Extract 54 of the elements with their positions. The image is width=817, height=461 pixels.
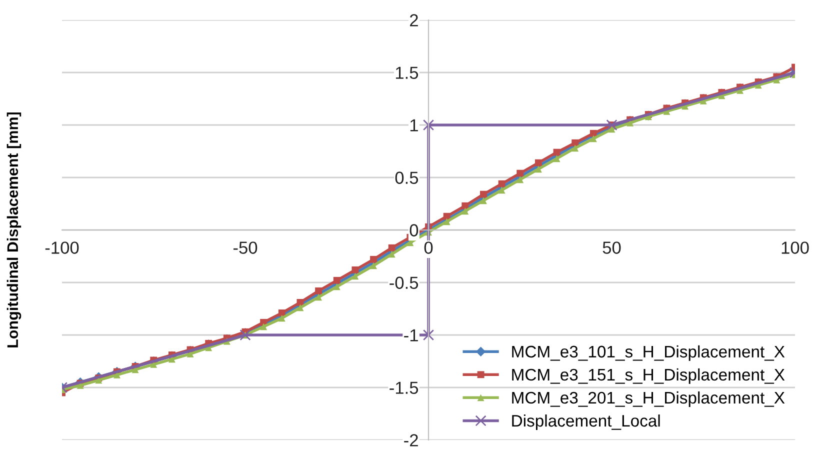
x-tick-label: -50 — [233, 242, 258, 254]
point — [534, 159, 542, 166]
point — [553, 155, 560, 162]
point — [388, 250, 396, 258]
point — [534, 166, 542, 173]
point — [572, 144, 579, 152]
point — [352, 272, 359, 280]
point — [260, 323, 268, 330]
y-tick-label: -1.5 — [390, 382, 418, 394]
point — [590, 130, 597, 137]
y-tick-label: -2 — [404, 434, 418, 446]
point — [240, 329, 251, 341]
y-tick-label: 0 — [410, 224, 418, 236]
legend-label: MCM_e3_201_s_H_Displacement_X — [512, 391, 785, 407]
point — [370, 262, 377, 270]
point — [315, 287, 322, 294]
point — [590, 135, 597, 142]
y-tick-label: 1 — [410, 119, 418, 132]
y-tick-label: 0.5 — [395, 172, 418, 184]
y-tick-label: 1.5 — [396, 66, 418, 79]
point — [498, 186, 506, 194]
x-tick-label: 0 — [424, 242, 433, 254]
point — [422, 119, 434, 131]
point — [572, 139, 579, 146]
point — [388, 244, 396, 252]
point — [480, 197, 487, 204]
y-tick-label: -1 — [404, 329, 418, 342]
point — [296, 304, 304, 312]
legend-label: Displacement_Local — [512, 414, 660, 430]
y-tick-label: -0.5 — [390, 276, 418, 289]
point — [480, 190, 487, 198]
y-tick-label: 2 — [410, 14, 418, 26]
point — [370, 256, 377, 263]
point — [553, 148, 560, 156]
legend-label: MCM_e3_151_s_H_Displacement_X — [512, 368, 785, 384]
point — [462, 208, 469, 215]
point — [443, 218, 450, 226]
x-tick-label: 100 — [782, 242, 809, 254]
legend-label: MCM_e3_101_s_H_Displacement_X — [512, 345, 785, 361]
point — [608, 126, 616, 133]
point — [333, 283, 340, 290]
point — [278, 314, 286, 322]
point — [333, 276, 340, 284]
point — [606, 119, 618, 131]
point — [462, 202, 469, 210]
point — [422, 329, 434, 341]
x-tick-label: -100 — [45, 242, 79, 254]
x-tick-label: 50 — [602, 242, 621, 254]
point — [498, 180, 506, 188]
point — [516, 170, 524, 177]
y-axis-title: Longitudinal Displacement [mm] — [6, 112, 22, 348]
point — [516, 176, 524, 184]
point — [315, 294, 322, 301]
point — [352, 266, 359, 274]
